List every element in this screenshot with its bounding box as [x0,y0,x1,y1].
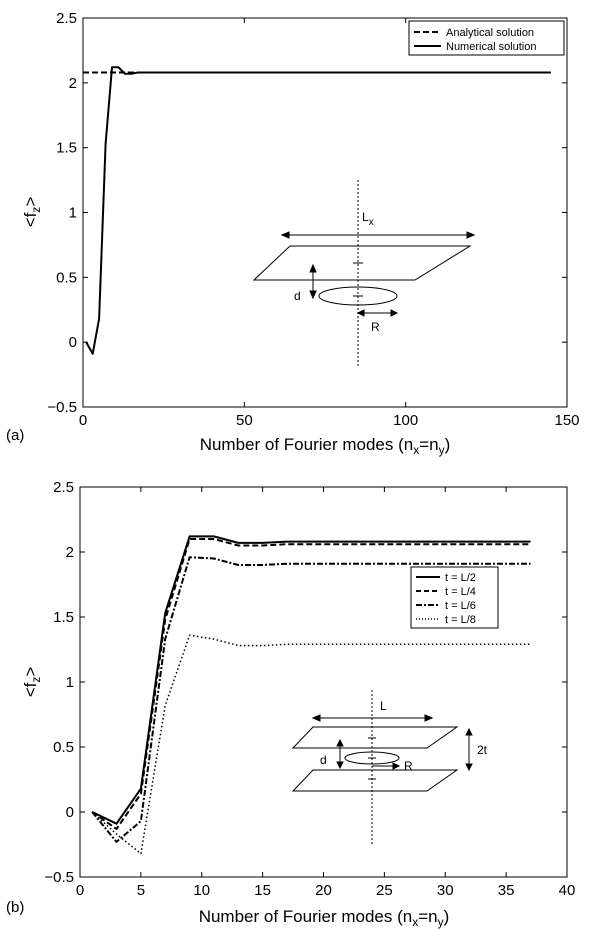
chart-a-ytick-label: 2.5 [56,10,77,27]
chart-b-xlabel: Number of Fourier modes (nx=ny) [199,907,450,929]
chart-b-legend-label-1: t = L/4 [445,586,476,598]
inset-a-arrowhead [309,263,317,273]
inset-b-arrowhead [392,762,401,770]
chart-a-xtick-label: 100 [393,412,418,429]
chart-b-xtick-label: 25 [376,882,393,899]
inset-a-arrowhead [280,231,290,239]
chart-b-panel-label: (b) [6,899,24,916]
chart-b-inset-diagram [291,690,473,845]
chart-b-ytick-label: 0 [66,804,74,821]
chart-a-series-line-1 [85,66,551,355]
inset-a-plate [252,245,472,281]
chart-a-ytick-label: 0.5 [56,269,77,286]
inset-b-ring [344,751,400,765]
chart-b-legend-label-2: t = L/6 [445,600,476,612]
chart-b-xtick-label: 20 [315,882,332,899]
chart-b-xtick-label: 10 [193,882,210,899]
chart-b-xtick-label: 35 [498,882,515,899]
inset-b-arrowhead [465,727,473,736]
inset-b-arrowhead [465,763,473,772]
chart-b-xtick-label: 40 [559,882,576,899]
chart-a-ticks: 0 50 100 150−0.500.511.522.5 [47,10,579,429]
inset-b-arrowhead [424,714,434,722]
chart-b-legend-label-0: t = L/2 [445,572,476,584]
inset-a-ring [318,286,398,306]
chart-b: 0 5 10 15 20 25 30 35 40−0.500.511.522.5 t = L/2… [6,479,575,929]
inset-b-label-spacing: 2t [477,743,488,757]
inset-b-arrowhead [336,738,344,747]
chart-b-ytick-label: 2.5 [53,479,74,496]
chart-a-ytick-label: 1.5 [56,140,77,157]
chart-b-series [91,535,531,855]
chart-a-xtick-label: 0 [79,412,87,429]
chart-a-ytick-label: 2 [69,75,77,92]
inset-b-plate-bottom [291,769,459,792]
inset-a-label-radius: R [371,320,380,334]
chart-a-legend-box [408,20,565,56]
chart-a-legend-label-0: Analytical solution [446,27,534,39]
chart-a-inset-diagram [252,180,476,368]
chart-a-plot-frame [82,17,568,408]
inset-b-plate-top [291,726,459,749]
chart-b-xtick-label: 15 [254,882,271,899]
chart-a-ytick-label: 1 [69,205,77,222]
inset-b-label-distance: d [320,753,327,767]
inset-b-label-radius: R [404,759,413,773]
chart-a-legend: Analytical solution Numerical solution [408,20,565,56]
chart-b-series-line-0 [91,535,531,825]
chart-a-legend-label-1: Numerical solution [446,41,536,53]
inset-a-arrowhead [356,309,365,317]
inset-b-arrowhead [311,714,321,722]
chart-b-ytick-label: 1 [66,674,74,691]
chart-a-ytick-label: −0.5 [47,399,77,416]
chart-b-ticks: 0 5 10 15 20 25 30 35 40−0.500.511.522.5 [44,479,575,899]
inset-b-label-width: L [380,699,387,713]
chart-b-legend: t = L/2 t = L/4 t = L/6 t = L/8 [410,566,499,629]
chart-b-xtick-label: 30 [437,882,454,899]
chart-a-ytick-label: 0 [69,334,77,351]
chart-b-xtick-label: 0 [76,882,84,899]
chart-b-ylabel: <fz> [21,667,43,698]
chart-a-series [83,66,551,355]
chart-b-plot-frame [79,486,568,878]
chart-a-xlabel: Number of Fourier modes (nx=ny) [200,435,451,457]
chart-b-ytick-label: 1.5 [53,609,74,626]
inset-a-arrowhead [390,309,399,317]
inset-a-arrowhead [309,290,317,300]
chart-b-xtick-label: 5 [137,882,145,899]
chart-b-ytick-label: −0.5 [44,869,74,886]
chart-b-series-line-2 [91,556,531,843]
chart-a-panel-label: (a) [6,427,24,444]
chart-a-xtick-label: 50 [236,412,253,429]
inset-a-arrowhead [466,231,476,239]
chart-b-series-line-1 [91,538,531,830]
inset-a-label-width: Lx [362,210,374,228]
chart-a: 0 50 100 150−0.500.511.522.5 Analytical sol… [6,10,580,457]
inset-b-arrowhead [336,761,344,770]
chart-b-ytick-label: 0.5 [53,739,74,756]
inset-a-label-distance: d [294,289,301,303]
chart-b-legend-label-3: t = L/8 [445,614,476,626]
chart-a-ylabel: <fz> [21,197,43,228]
chart-a-xtick-label: 150 [554,412,579,429]
chart-b-ytick-label: 2 [66,544,74,561]
